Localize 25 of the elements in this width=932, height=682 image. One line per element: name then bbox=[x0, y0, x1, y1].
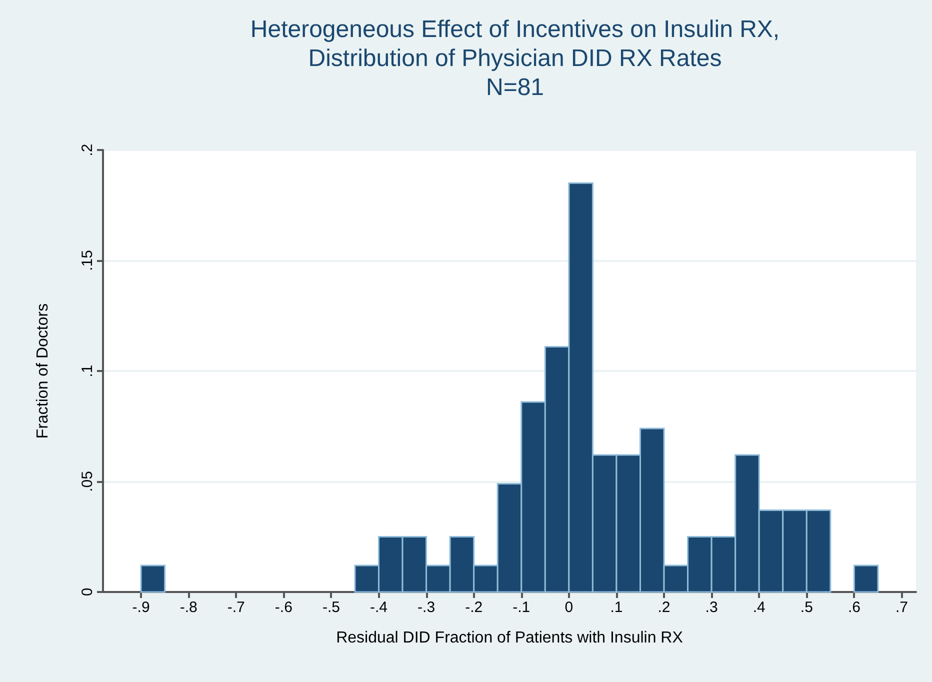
x-tick-label: .4 bbox=[752, 599, 766, 616]
x-tick-label: -.2 bbox=[465, 599, 483, 616]
x-tick-label: -.5 bbox=[322, 599, 340, 616]
x-tick-label: .2 bbox=[658, 599, 670, 616]
x-axis-title: Residual DID Fraction of Patients with Insulin RX bbox=[336, 630, 684, 646]
y-tick-label: .2 bbox=[79, 144, 96, 156]
x-tick-label: .3 bbox=[705, 599, 718, 616]
x-tick-label: -.8 bbox=[180, 599, 198, 616]
x-tick-label: -.6 bbox=[274, 599, 292, 616]
x-tick-label: .7 bbox=[895, 599, 908, 616]
x-tick-label: -.4 bbox=[370, 599, 388, 616]
x-tick-label: -.3 bbox=[418, 599, 436, 616]
y-tick-label: .1 bbox=[79, 364, 96, 378]
x-tick-label: -.9 bbox=[132, 599, 150, 616]
y-tick-label: .15 bbox=[79, 250, 96, 271]
x-tick-label: -.7 bbox=[227, 599, 245, 616]
chart-title: Heterogeneous Effect of Incentives on Insulin RX, Distribution of Physician DID RX Rates N=81 bbox=[250, 16, 780, 101]
y-tick-label: .05 bbox=[79, 471, 96, 492]
x-tick-label: 0 bbox=[564, 599, 574, 616]
x-tick-label: .6 bbox=[848, 599, 860, 616]
x-tick-label: .5 bbox=[800, 599, 813, 616]
x-tick-label: .1 bbox=[610, 599, 623, 616]
y-axis-title: Fraction of Doctors bbox=[34, 303, 52, 439]
x-tick-label: -.1 bbox=[512, 599, 530, 616]
y-tick-label: 0 bbox=[79, 588, 96, 596]
